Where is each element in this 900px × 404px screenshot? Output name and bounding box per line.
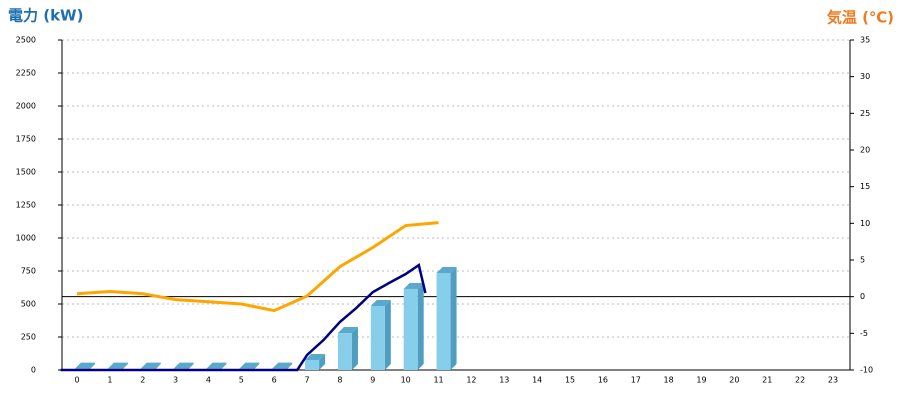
x-tick-label: 20 xyxy=(729,376,739,385)
x-tick-label: 16 xyxy=(598,376,608,385)
y2-tick-label: 0 xyxy=(860,292,865,301)
y2-tick-label: 20 xyxy=(860,146,870,155)
x-tick-label: 7 xyxy=(305,376,310,385)
y2-tick-label: 10 xyxy=(860,219,870,228)
x-tick-label: 23 xyxy=(828,376,838,385)
bar-top xyxy=(75,362,95,369)
y-tick-label: 2000 xyxy=(16,102,36,111)
y2-tick-label: 15 xyxy=(860,182,870,191)
x-tick-label: 11 xyxy=(433,376,443,385)
bar-side xyxy=(121,362,128,370)
bar-top xyxy=(206,362,227,369)
x-tick-label: 8 xyxy=(337,376,342,385)
x-tick-label: 12 xyxy=(466,376,476,385)
x-tick-label: 18 xyxy=(664,376,674,385)
bar-side xyxy=(253,362,260,370)
x-tick-label: 17 xyxy=(631,376,641,385)
bar-top xyxy=(107,362,128,369)
bar-side xyxy=(319,353,326,370)
y2-tick-label: 35 xyxy=(860,36,870,45)
x-tick-label: 3 xyxy=(173,376,178,385)
bar-side xyxy=(187,362,194,370)
x-tick-label: 14 xyxy=(532,376,542,385)
bar-front xyxy=(436,272,451,370)
x-tick-label: 19 xyxy=(696,376,706,385)
y2-tick-label: 30 xyxy=(860,72,870,81)
y-tick-label: 1500 xyxy=(16,168,36,177)
x-tick-label: 22 xyxy=(795,376,805,385)
y-tick-label: 2250 xyxy=(16,69,36,78)
bar-front xyxy=(370,305,385,370)
bar-side xyxy=(417,282,424,370)
line xyxy=(60,263,427,372)
bar-front xyxy=(403,288,418,370)
y2-tick-label: 25 xyxy=(860,109,870,118)
bar-top xyxy=(337,327,358,334)
bar-top xyxy=(403,282,424,289)
y-tick-label: 0 xyxy=(31,366,36,375)
bar-top xyxy=(140,362,161,369)
y2-tick-label: -10 xyxy=(860,366,873,375)
bar-front xyxy=(305,359,320,370)
bar xyxy=(337,327,358,370)
bar-top xyxy=(370,299,391,306)
y-tick-label: 2500 xyxy=(16,36,36,45)
y-axis-title: 電力 (kW) xyxy=(8,7,83,25)
x-tick-label: 9 xyxy=(370,376,375,385)
x-tick-label: 5 xyxy=(239,376,244,385)
bar-side xyxy=(286,362,293,370)
bar xyxy=(305,353,326,370)
bar xyxy=(436,266,457,370)
x-tick-label: 13 xyxy=(499,376,509,385)
y-tick-label: 1750 xyxy=(16,135,36,144)
y-tick-label: 250 xyxy=(21,333,36,342)
bar xyxy=(370,299,391,370)
bar-top xyxy=(173,362,194,369)
y-tick-label: 1250 xyxy=(16,201,36,210)
x-tick-label: 4 xyxy=(206,376,211,385)
bar-front xyxy=(337,333,352,370)
y2-tick-label: 5 xyxy=(860,256,865,265)
x-tick-label: 0 xyxy=(74,376,79,385)
bar-side xyxy=(351,327,358,370)
y-tick-label: 500 xyxy=(21,300,36,309)
x-tick-label: 10 xyxy=(401,376,411,385)
y-tick-label: 750 xyxy=(21,267,36,276)
x-tick-label: 6 xyxy=(272,376,277,385)
x-tick-label: 1 xyxy=(107,376,112,385)
y2-axis-title: 気温 (℃) xyxy=(827,9,894,27)
x-tick-label: 21 xyxy=(762,376,772,385)
x-tick-label: 2 xyxy=(140,376,145,385)
bar-top xyxy=(436,266,457,273)
bar-side xyxy=(450,266,457,370)
y-tick-label: 1000 xyxy=(16,234,36,243)
bar-side xyxy=(384,299,391,370)
bar-top xyxy=(305,353,326,360)
bar-side xyxy=(220,362,227,370)
bar-top xyxy=(239,362,260,369)
bar-side xyxy=(89,362,95,370)
bar-side xyxy=(154,362,161,370)
x-tick-label: 15 xyxy=(565,376,575,385)
y2-tick-label: -5 xyxy=(860,329,868,338)
bar-top xyxy=(272,362,293,369)
bar xyxy=(403,282,424,370)
line xyxy=(76,221,439,313)
